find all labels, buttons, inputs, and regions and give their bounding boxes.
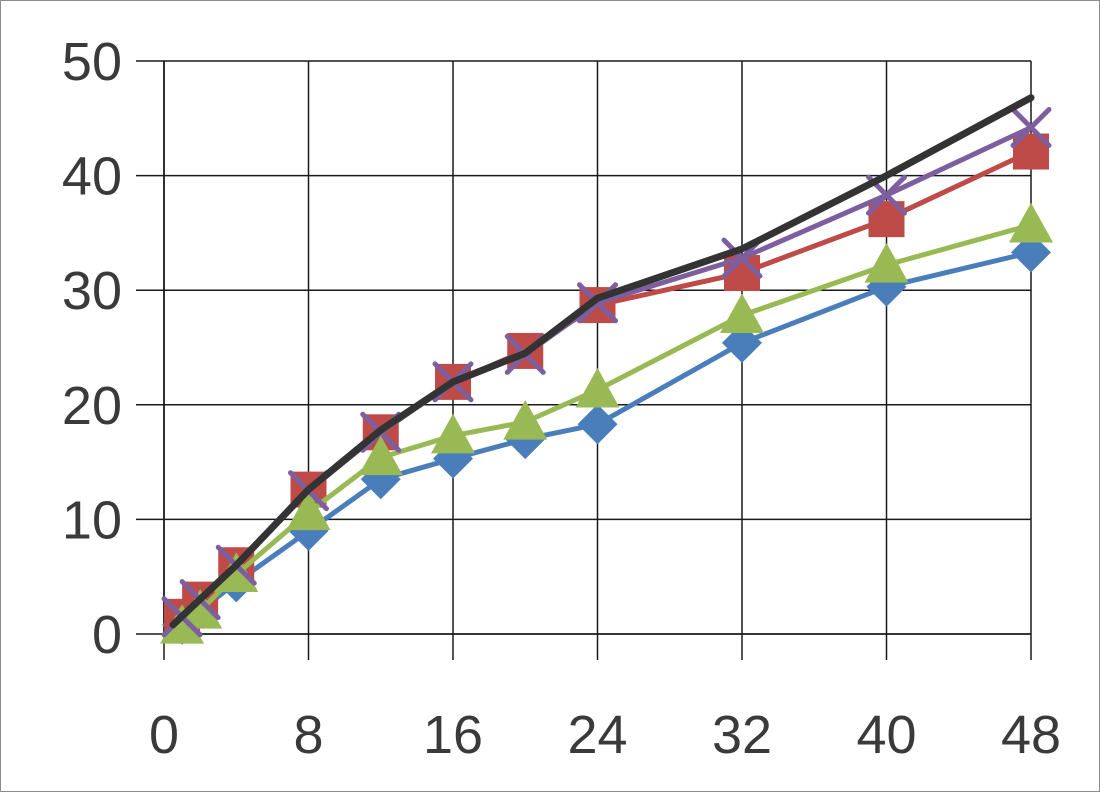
- axes: [136, 60, 1032, 660]
- y-tick-label: 20: [62, 376, 122, 436]
- series-3-point: [431, 413, 475, 454]
- y-tick-label: 30: [62, 261, 122, 321]
- series-3-point: [214, 552, 259, 593]
- x-tick-label: 16: [423, 705, 483, 765]
- x-tick-label: 24: [567, 705, 627, 765]
- y-tick-label: 10: [62, 490, 122, 550]
- series-5-line: [169, 94, 1035, 629]
- x-tick-label: 48: [1001, 705, 1061, 765]
- series-3: [160, 202, 1053, 644]
- grid: [164, 60, 1032, 634]
- x-tick-label: 8: [293, 705, 323, 765]
- series-3-point: [864, 242, 909, 283]
- series-3-point: [720, 293, 764, 334]
- series-3-point: [178, 589, 223, 629]
- series-1-point: [577, 404, 618, 445]
- y-tick-label: 40: [62, 147, 122, 207]
- series-3-point: [358, 435, 403, 476]
- x-tick-label: 0: [149, 705, 179, 765]
- tick-labels: 0 10 20 30 40 50 0 8 16 24 32 40 48: [62, 32, 1061, 765]
- x-tick-label: 32: [712, 705, 772, 765]
- series-3-point: [286, 490, 331, 531]
- series-4: [161, 106, 1052, 638]
- series-5: [169, 94, 1035, 629]
- y-tick-label: 50: [62, 32, 122, 92]
- series-4-point: [1010, 106, 1052, 148]
- series-group: [160, 94, 1053, 645]
- y-tick-label: 0: [92, 605, 122, 665]
- series-3-point: [1009, 202, 1053, 243]
- series-3-point: [503, 399, 548, 440]
- x-tick-label: 40: [856, 705, 916, 765]
- series-1-line: [179, 249, 1034, 628]
- series-3-point: [575, 367, 620, 408]
